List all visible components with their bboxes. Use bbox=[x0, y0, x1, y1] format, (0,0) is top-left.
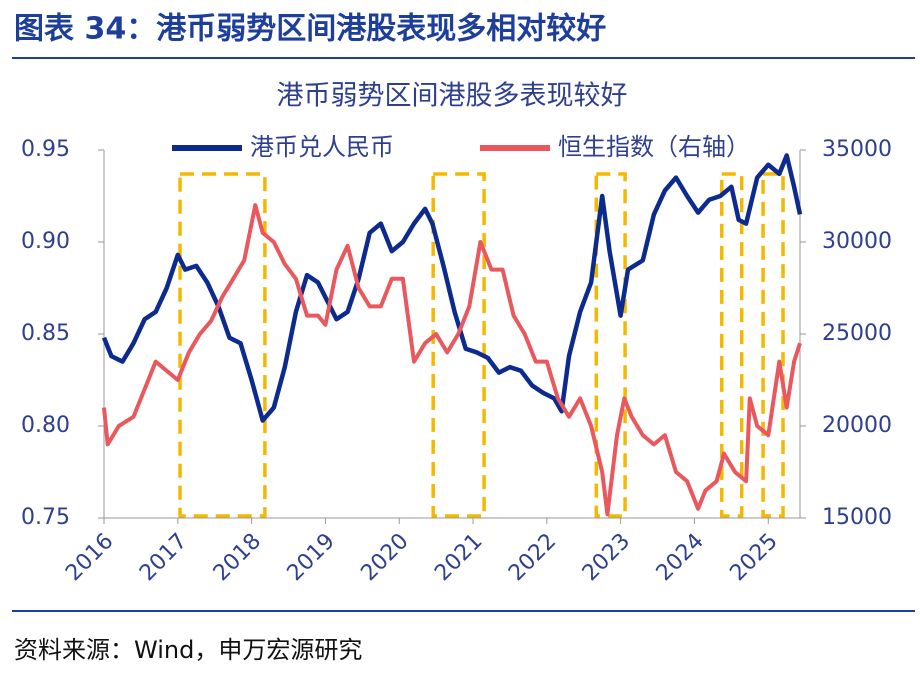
y-tick-label: 0.90 bbox=[21, 229, 70, 254]
highlight-period bbox=[178, 172, 267, 518]
y2-tick-label: 15000 bbox=[822, 505, 892, 530]
source-note: 资料来源：Wind，申万宏源研究 bbox=[14, 636, 362, 664]
y-tick-label: 0.80 bbox=[21, 413, 70, 438]
x-tick-label: 2016 bbox=[61, 529, 118, 586]
y-tick-label: 0.75 bbox=[21, 505, 70, 530]
x-tick-label: 2021 bbox=[430, 529, 487, 586]
y2-tick-label: 30000 bbox=[822, 229, 892, 254]
x-tick-label: 2019 bbox=[283, 529, 340, 586]
y2-tick-label: 25000 bbox=[822, 321, 892, 346]
x-tick-label: 2025 bbox=[725, 529, 782, 586]
figure-title: 图表 34：港币弱势区间港股表现多相对较好 bbox=[14, 12, 606, 47]
x-tick-label: 2017 bbox=[135, 529, 192, 586]
x-tick-label: 2022 bbox=[504, 529, 561, 586]
highlight-period bbox=[594, 172, 627, 518]
y-tick-label: 0.85 bbox=[21, 321, 70, 346]
highlight-period bbox=[720, 172, 744, 518]
chart-title: 港币弱势区间港股多表现较好 bbox=[277, 81, 628, 112]
series-line bbox=[101, 153, 803, 423]
highlight-period bbox=[761, 172, 785, 518]
series-line bbox=[102, 203, 802, 517]
y2-tick-label: 35000 bbox=[822, 137, 892, 162]
y-tick-label: 0.95 bbox=[21, 137, 70, 162]
y2-tick-label: 20000 bbox=[822, 413, 892, 438]
x-tick-label: 2024 bbox=[652, 529, 709, 586]
legend-label: 恒生指数（右轴） bbox=[558, 133, 750, 161]
x-tick-label: 2020 bbox=[356, 529, 413, 586]
highlight-period bbox=[431, 172, 486, 518]
x-tick-label: 2018 bbox=[209, 529, 266, 586]
legend-label: 港币兑人民币 bbox=[250, 133, 394, 161]
x-tick-label: 2023 bbox=[578, 529, 635, 586]
